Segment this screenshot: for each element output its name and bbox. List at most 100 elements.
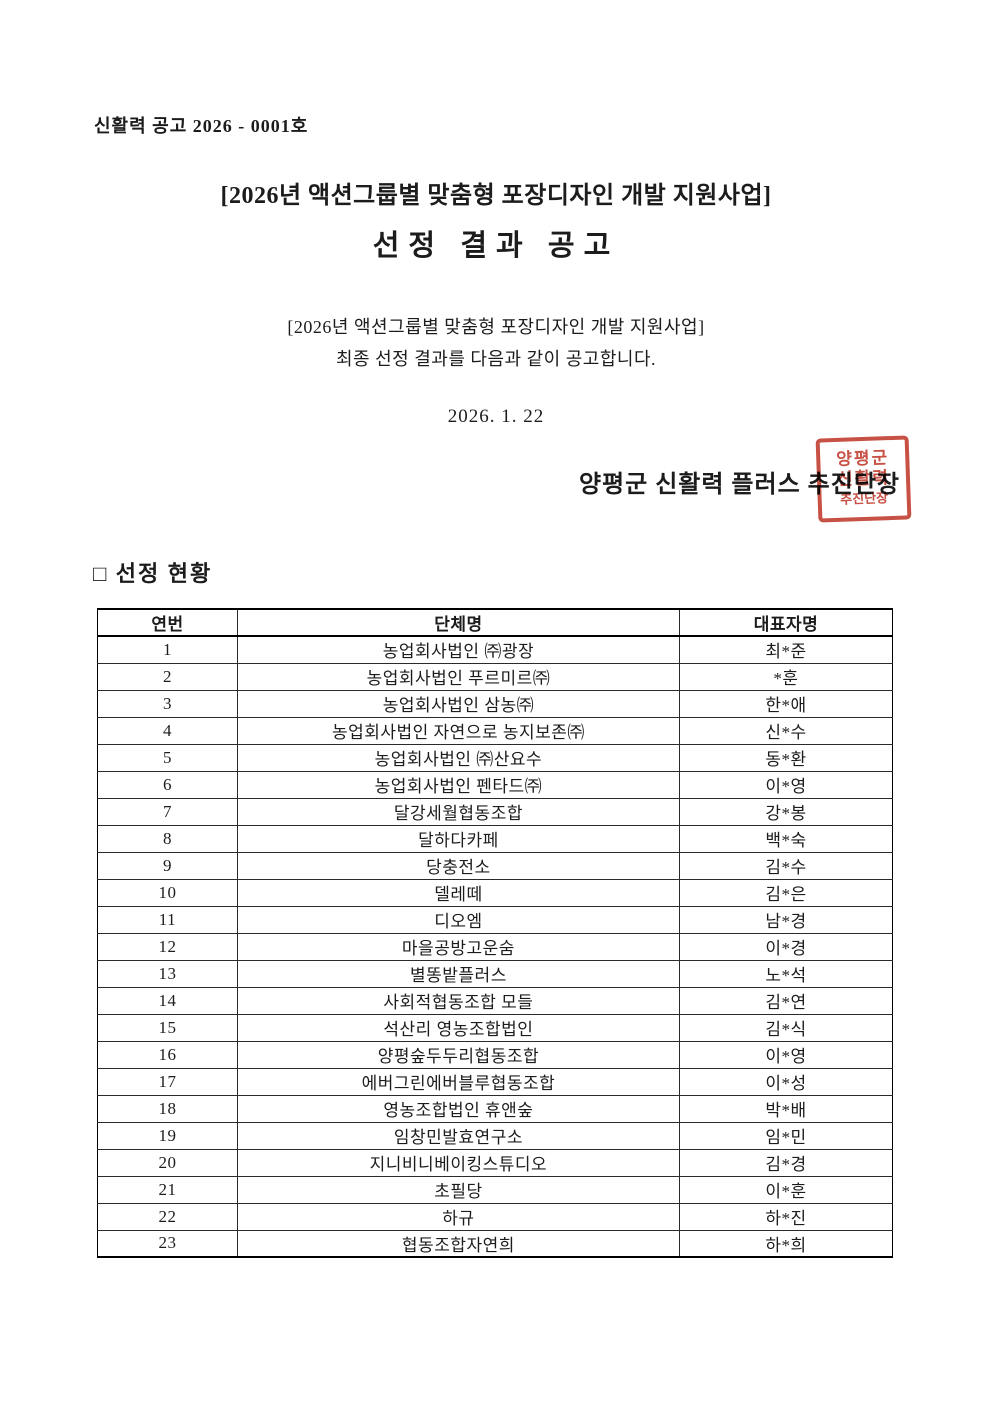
cell-organization: 초필당 xyxy=(236,1175,680,1204)
cell-representative: 김*연 xyxy=(678,986,894,1015)
cell-organization: 달하다카페 xyxy=(236,824,680,853)
cell-representative: 이*영 xyxy=(678,1040,894,1069)
table-row: 17 에버그린에버블루협동조합 이*성 xyxy=(97,1067,894,1096)
table-row: 20 지니비니베이킹스튜디오 김*경 xyxy=(97,1148,894,1177)
official-seal-stamp: 양평군 신활력 추진단장 xyxy=(815,435,912,523)
cell-organization: 디오엠 xyxy=(236,905,680,934)
cell-organization: 농업회사법인 ㈜산요수 xyxy=(236,743,680,772)
table-row: 21 초필당 이*훈 xyxy=(97,1175,894,1204)
cell-representative: 이*성 xyxy=(678,1067,894,1096)
results-table: 연번 단체명 대표자명 1 농업회사법인 ㈜광장 최*준 2 농업회사법인 푸르미르㈜ *… xyxy=(97,608,894,1258)
cell-organization: 마을공방고운숨 xyxy=(236,932,680,961)
cell-no: 19 xyxy=(97,1121,238,1150)
cell-no: 13 xyxy=(97,959,238,988)
table-row: 2 농업회사법인 푸르미르㈜ *훈 xyxy=(97,662,894,691)
table-row: 10 델레떼 김*은 xyxy=(97,878,894,907)
results-table-body: 1 농업회사법인 ㈜광장 최*준 2 농업회사법인 푸르미르㈜ *훈 3 농업회사법인 삼농㈜… xyxy=(97,635,894,1258)
cell-representative: 김*식 xyxy=(678,1013,894,1042)
cell-organization: 농업회사법인 삼농㈜ xyxy=(236,689,680,718)
cell-representative: 신*수 xyxy=(678,716,894,745)
cell-no: 2 xyxy=(97,662,238,691)
cell-no: 9 xyxy=(97,851,238,880)
table-row: 15 석산리 영농조합법인 김*식 xyxy=(97,1013,894,1042)
cell-representative: 하*희 xyxy=(678,1229,894,1258)
cell-representative: 하*진 xyxy=(678,1202,894,1231)
cell-representative: 최*준 xyxy=(678,635,894,664)
cell-representative: 박*배 xyxy=(678,1094,894,1123)
cell-no: 10 xyxy=(97,878,238,907)
table-row: 12 마을공방고운숨 이*경 xyxy=(97,932,894,961)
cell-no: 11 xyxy=(97,905,238,934)
table-row: 13 별똥밭플러스 노*석 xyxy=(97,959,894,988)
cell-organization: 협동조합자연희 xyxy=(236,1229,680,1258)
cell-no: 21 xyxy=(97,1175,238,1204)
cell-no: 5 xyxy=(97,743,238,772)
table-row: 8 달하다카페 백*숙 xyxy=(97,824,894,853)
column-header-no: 연번 xyxy=(97,608,238,637)
announcement-body: [2026년 액션그룹별 맞춤형 포장디자인 개발 지원사업] 최종 선정 결과… xyxy=(0,311,992,375)
table-row: 19 임창민발효연구소 임*민 xyxy=(97,1121,894,1150)
cell-no: 7 xyxy=(97,797,238,826)
column-header-organization: 단체명 xyxy=(236,608,680,637)
cell-organization: 농업회사법인 펜타드㈜ xyxy=(236,770,680,799)
table-row: 22 하규 하*진 xyxy=(97,1202,894,1231)
cell-representative: 강*봉 xyxy=(678,797,894,826)
cell-organization: 에버그린에버블루협동조합 xyxy=(236,1067,680,1096)
header-row: 연번 단체명 대표자명 xyxy=(97,608,894,637)
cell-organization: 농업회사법인 ㈜광장 xyxy=(236,635,680,664)
cell-no: 8 xyxy=(97,824,238,853)
table-row: 16 양평숲두두리협동조합 이*영 xyxy=(97,1040,894,1069)
table-row: 4 농업회사법인 자연으로 농지보존㈜ 신*수 xyxy=(97,716,894,745)
cell-organization: 임창민발효연구소 xyxy=(236,1121,680,1150)
cell-no: 20 xyxy=(97,1148,238,1177)
cell-representative: *훈 xyxy=(678,662,894,691)
signature-text: 양평군 신활력 플러스 추진단장 xyxy=(578,472,900,498)
cell-representative: 김*은 xyxy=(678,878,894,907)
cell-organization: 농업회사법인 푸르미르㈜ xyxy=(236,662,680,691)
table-row: 1 농업회사법인 ㈜광장 최*준 xyxy=(97,635,894,664)
table-row: 5 농업회사법인 ㈜산요수 동*환 xyxy=(97,743,894,772)
table-row: 6 농업회사법인 펜타드㈜ 이*영 xyxy=(97,770,894,799)
cell-representative: 동*환 xyxy=(678,743,894,772)
cell-organization: 델레떼 xyxy=(236,878,680,907)
cell-representative: 김*경 xyxy=(678,1148,894,1177)
cell-no: 17 xyxy=(97,1067,238,1096)
cell-no: 14 xyxy=(97,986,238,1015)
cell-organization: 달강세월협동조합 xyxy=(236,797,680,826)
cell-organization: 하규 xyxy=(236,1202,680,1231)
column-header-representative: 대표자명 xyxy=(678,608,894,637)
cell-no: 16 xyxy=(97,1040,238,1069)
table-row: 23 협동조합자연희 하*희 xyxy=(97,1229,894,1258)
cell-representative: 백*숙 xyxy=(678,824,894,853)
cell-representative: 김*수 xyxy=(678,851,894,880)
table-row: 7 달강세월협동조합 강*봉 xyxy=(97,797,894,826)
cell-organization: 양평숲두두리협동조합 xyxy=(236,1040,680,1069)
cell-organization: 농업회사법인 자연으로 농지보존㈜ xyxy=(236,716,680,745)
cell-organization: 별똥밭플러스 xyxy=(236,959,680,988)
cell-representative: 임*민 xyxy=(678,1121,894,1150)
cell-organization: 석산리 영농조합법인 xyxy=(236,1013,680,1042)
doc-number: 신활력 공고 2026 - 0001호 xyxy=(94,116,309,136)
seal-text-line: 추진단장 xyxy=(840,490,889,507)
cell-no: 22 xyxy=(97,1202,238,1231)
table-row: 9 당충전소 김*수 xyxy=(97,851,894,880)
cell-representative: 노*석 xyxy=(678,959,894,988)
body-line-statement: 최종 선정 결과를 다음과 같이 공고합니다. xyxy=(335,349,657,369)
section-title-selection-status: □ 선정 현황 xyxy=(93,561,213,586)
body-line-project: [2026년 액션그룹별 맞춤형 포장디자인 개발 지원사업] xyxy=(287,317,705,337)
cell-no: 4 xyxy=(97,716,238,745)
cell-no: 15 xyxy=(97,1013,238,1042)
cell-no: 18 xyxy=(97,1094,238,1123)
title-block: [2026년 액션그룹별 맞춤형 포장디자인 개발 지원사업] 선정 결과 공고 xyxy=(0,175,992,264)
table-row: 3 농업회사법인 삼농㈜ 한*애 xyxy=(97,689,894,718)
table-row: 18 영농조합법인 휴앤숲 박*배 xyxy=(97,1094,894,1123)
page-title-result: 선정 결과 공고 xyxy=(372,230,620,262)
cell-representative: 한*애 xyxy=(678,689,894,718)
cell-no: 6 xyxy=(97,770,238,799)
page-title-project: [2026년 액션그룹별 맞춤형 포장디자인 개발 지원사업] xyxy=(220,183,772,209)
seal-text-line: 신활력 xyxy=(836,468,891,489)
announcement-date: 2026. 1. 22 xyxy=(447,406,545,427)
cell-organization: 지니비니베이킹스튜디오 xyxy=(236,1148,680,1177)
cell-no: 23 xyxy=(97,1229,238,1258)
